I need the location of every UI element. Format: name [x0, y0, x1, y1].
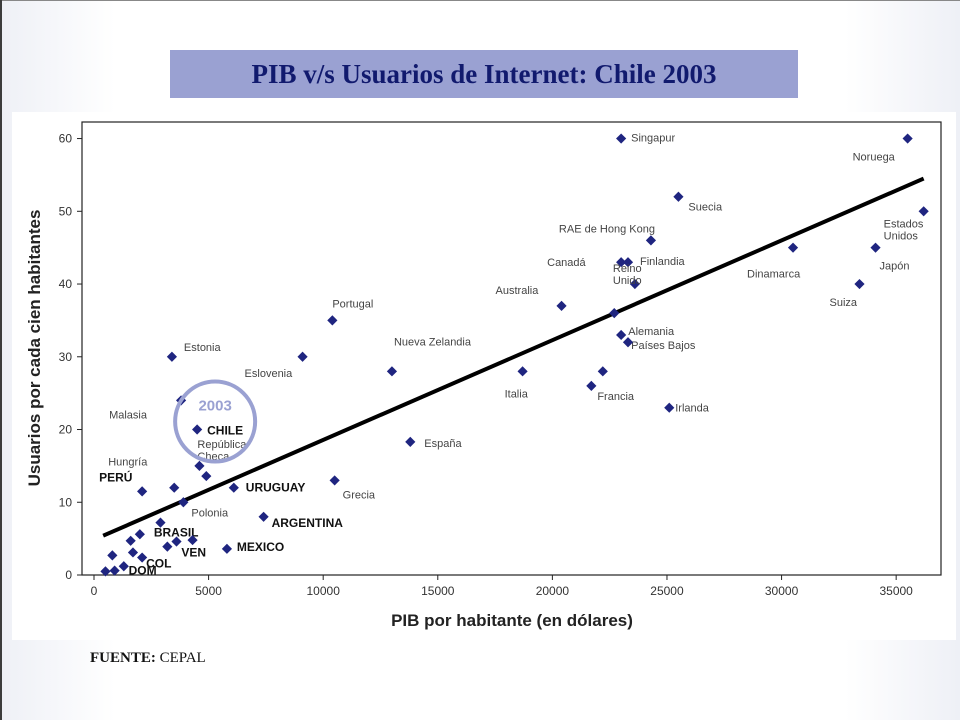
- y-tick-label: 20: [59, 423, 73, 437]
- slide-title-bar: PIB v/s Usuarios de Internet: Chile 2003: [170, 50, 798, 98]
- x-tick-label: 5000: [195, 584, 222, 598]
- data-point: [221, 543, 233, 554]
- point-label: URUGUAY: [246, 481, 306, 495]
- point-label: Estonia: [184, 342, 222, 354]
- source-value: CEPAL: [159, 650, 206, 666]
- point-label: MEXICO: [237, 540, 284, 554]
- data-point: [155, 517, 166, 528]
- x-axis-label: PIB por habitante (en dólares): [391, 611, 633, 630]
- slide-title: PIB v/s Usuarios de Internet: Chile 2003: [251, 58, 717, 89]
- point-label: VEN: [181, 546, 206, 560]
- point-label: Italia: [505, 388, 529, 400]
- point-label: Polonia: [191, 507, 229, 519]
- highlight-group: 2003: [173, 379, 258, 464]
- data-point: [787, 242, 799, 253]
- data-point: [902, 133, 913, 144]
- point-label: Suiza: [829, 297, 857, 309]
- scatter-chart: 0 5000 10000 15000 20000 25000 30000 35000 0 10 20…: [12, 112, 956, 640]
- data-point: [137, 486, 148, 497]
- point-label: PERÚ: [99, 469, 132, 484]
- data-point: [137, 552, 148, 563]
- point-label: España: [424, 438, 462, 450]
- point-label: Francia: [597, 391, 635, 403]
- source-label: FUENTE:: [90, 650, 156, 666]
- point-label: Portugal: [332, 298, 373, 310]
- point-label: Eslovenia: [245, 368, 294, 380]
- point-label: DOM: [129, 564, 157, 578]
- point-label: Grecia: [343, 489, 376, 501]
- x-tick-label: 20000: [536, 584, 570, 598]
- data-point: [327, 315, 338, 326]
- point-label: Canadá: [547, 257, 586, 269]
- point-label: Suecia: [688, 202, 723, 214]
- chart-svg: 0 5000 10000 15000 20000 25000 30000 35000 0 10 20…: [12, 112, 956, 640]
- y-tick-label: 30: [59, 350, 73, 364]
- data-point: [597, 366, 608, 377]
- data-point: [586, 380, 597, 391]
- data-point: [228, 482, 239, 493]
- plot-frame: [81, 121, 942, 576]
- point-label: Países Bajos: [631, 340, 696, 352]
- y-tick-label: 60: [59, 132, 73, 146]
- point-label: Noruega: [853, 152, 896, 164]
- data-point: [870, 242, 881, 253]
- x-tick-label: 15000: [421, 584, 455, 598]
- y-tick-label: 40: [59, 277, 73, 291]
- point-label: Finlandia: [640, 256, 686, 268]
- data-point: [162, 541, 173, 552]
- data-point: [297, 351, 308, 362]
- data-point: [169, 482, 180, 493]
- point-label: Australia: [496, 285, 540, 297]
- x-tick-label: 35000: [879, 584, 913, 598]
- data-point: [622, 337, 634, 348]
- axis-ticks: 0 5000 10000 15000 20000 25000 30000 35000 0 10 20…: [59, 132, 914, 598]
- chart-background: [12, 112, 956, 640]
- x-tick-label: 10000: [307, 584, 341, 598]
- slide-top-border: [0, 0, 960, 1]
- data-point: [166, 351, 178, 362]
- point-label: Reino Unido: [613, 263, 642, 287]
- point-label: Nueva Zelandia: [394, 336, 472, 348]
- data-point: [171, 536, 182, 547]
- point-label: Singapur: [631, 133, 675, 145]
- point-label: CHILE: [207, 424, 243, 438]
- point-label: Estados Unidos: [884, 218, 924, 242]
- point-label: BRASIL: [154, 525, 199, 539]
- y-tick-label: 10: [59, 495, 73, 509]
- point-label: ARGENTINA: [272, 516, 344, 530]
- y-tick-label: 50: [59, 204, 73, 218]
- data-point: [201, 470, 212, 482]
- point-label: Japón: [880, 261, 910, 273]
- y-tick-label: 0: [65, 568, 72, 582]
- point-label: Malasia: [109, 409, 148, 421]
- data-point: [178, 497, 189, 508]
- point-label: Alemania: [628, 326, 675, 338]
- source-note: FUENTE: CEPAL: [90, 650, 206, 667]
- x-tick-label: 25000: [650, 584, 684, 598]
- data-point: [329, 475, 340, 486]
- highlight-year-label: 2003: [198, 398, 231, 415]
- point-label: Irlanda: [675, 403, 710, 415]
- point-label: RAE de Hong Kong: [559, 223, 655, 235]
- x-tick-label: 0: [91, 584, 98, 598]
- point-label: COL: [146, 557, 171, 571]
- chile-highlight-circle: [173, 379, 258, 464]
- point-label: Hungría: [108, 457, 148, 469]
- y-axis-label: Usuarios por cada cien habitantes: [25, 210, 44, 487]
- slide-left-border: [0, 0, 2, 720]
- x-tick-label: 30000: [765, 584, 799, 598]
- data-point: [118, 561, 129, 572]
- point-label: Dinamarca: [747, 269, 801, 281]
- trendline-group: [102, 176, 925, 538]
- data-point: [609, 308, 620, 319]
- trend-line: [102, 176, 925, 538]
- data-point: [386, 366, 398, 377]
- data-point: [405, 436, 416, 447]
- data-point: [194, 460, 205, 471]
